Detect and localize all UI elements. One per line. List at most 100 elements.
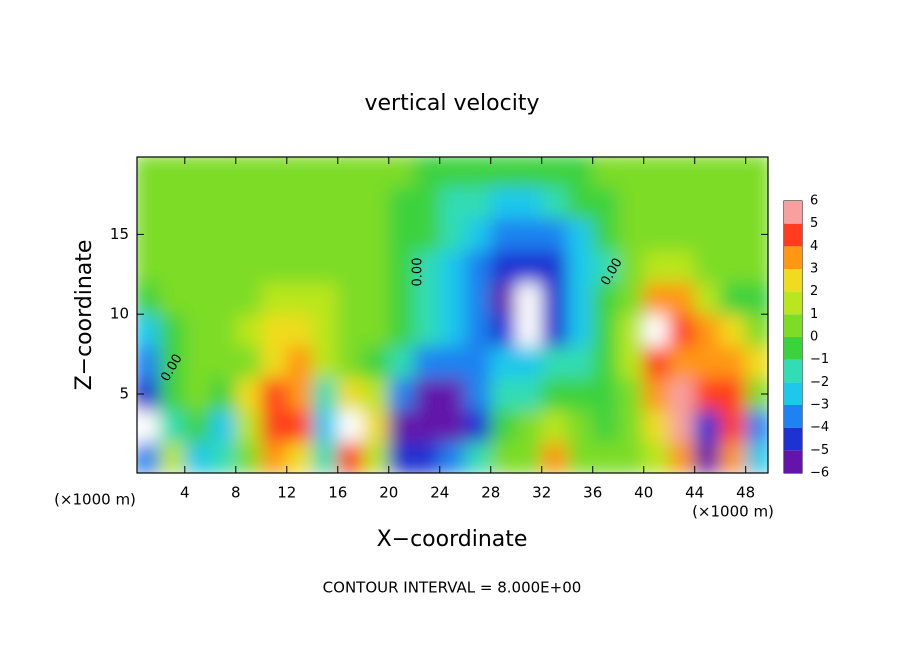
cell — [617, 441, 645, 473]
cell — [413, 313, 441, 347]
cell — [158, 217, 186, 251]
cell — [566, 313, 594, 347]
cell — [541, 157, 568, 188]
cell — [490, 217, 517, 251]
cell — [260, 313, 288, 347]
cell — [745, 313, 768, 347]
cell — [337, 441, 364, 473]
cell — [592, 157, 619, 188]
cell — [388, 217, 415, 251]
cell — [260, 217, 288, 251]
cell — [515, 157, 543, 188]
cell — [337, 217, 364, 251]
cell — [515, 377, 543, 411]
colorbar-label: −1 — [810, 352, 829, 367]
cell — [184, 377, 211, 411]
cell — [286, 186, 313, 219]
cell — [617, 249, 645, 283]
y-tick-label: 5 — [119, 385, 129, 403]
cell — [515, 409, 543, 443]
cell — [643, 249, 670, 283]
colorbar-swatch — [784, 405, 802, 428]
colorbar-label: 2 — [810, 284, 818, 299]
cell — [464, 313, 492, 347]
cell — [694, 409, 721, 443]
cell — [413, 157, 441, 188]
cell — [515, 249, 543, 283]
cell — [719, 377, 747, 411]
cell — [209, 441, 237, 473]
cell — [694, 186, 721, 219]
cell — [541, 281, 568, 315]
cell — [413, 345, 441, 379]
cell — [362, 313, 390, 347]
cell — [337, 377, 364, 411]
cell — [362, 281, 390, 315]
cell — [286, 281, 313, 315]
cell — [286, 441, 313, 473]
cell — [490, 281, 517, 315]
cell — [260, 409, 288, 443]
cell — [719, 157, 747, 188]
cell — [439, 157, 466, 188]
cell — [209, 377, 237, 411]
cell — [286, 157, 313, 188]
cell — [235, 157, 262, 188]
cell — [158, 441, 186, 473]
cell — [209, 249, 237, 283]
cell — [311, 441, 339, 473]
cell — [668, 377, 696, 411]
cell — [464, 377, 492, 411]
cell — [260, 157, 288, 188]
cell — [158, 157, 186, 188]
cell — [694, 441, 721, 473]
cell — [158, 345, 186, 379]
cell — [541, 441, 568, 473]
cell — [286, 409, 313, 443]
cell — [209, 313, 237, 347]
cell — [490, 186, 517, 219]
cell — [745, 249, 768, 283]
cell — [668, 249, 696, 283]
cell — [694, 281, 721, 315]
cell — [592, 217, 619, 251]
cell — [745, 441, 768, 473]
cell — [286, 313, 313, 347]
cell — [311, 217, 339, 251]
cell — [439, 377, 466, 411]
cell — [209, 186, 237, 219]
cell — [439, 281, 466, 315]
cell — [362, 377, 390, 411]
cell — [137, 313, 160, 347]
cell — [260, 186, 288, 219]
cell — [745, 345, 768, 379]
cell — [643, 377, 670, 411]
cell — [158, 313, 186, 347]
cell — [235, 186, 262, 219]
cell — [592, 377, 619, 411]
cell — [260, 249, 288, 283]
cell — [337, 249, 364, 283]
y-tick-label: 10 — [110, 305, 129, 323]
cell — [362, 409, 390, 443]
cell — [286, 345, 313, 379]
cell — [592, 409, 619, 443]
cell — [566, 441, 594, 473]
cell — [566, 217, 594, 251]
cell — [745, 409, 768, 443]
cell — [515, 441, 543, 473]
cell — [541, 186, 568, 219]
cell — [184, 217, 211, 251]
x-tick-label: 12 — [277, 484, 296, 502]
cell — [413, 217, 441, 251]
cell — [388, 186, 415, 219]
cell — [286, 217, 313, 251]
colorbar-swatch — [784, 427, 802, 451]
cell — [388, 249, 415, 283]
cell — [439, 217, 466, 251]
cell — [490, 345, 517, 379]
colorbar-swatch — [784, 223, 802, 247]
x-tick-label: 24 — [430, 484, 449, 502]
cell — [439, 345, 466, 379]
